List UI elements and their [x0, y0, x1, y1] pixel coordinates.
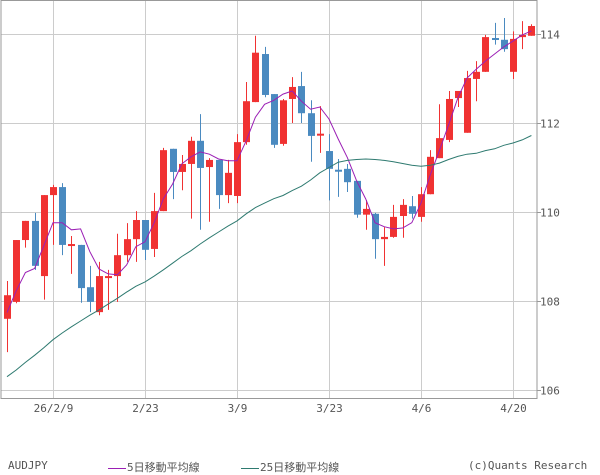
credit-label: (c)Quants Research: [468, 459, 588, 472]
candle-up: [206, 158, 213, 222]
candle-down: [344, 163, 351, 192]
candle-up: [124, 223, 131, 262]
candle-up: [482, 34, 489, 72]
candle-up: [400, 199, 407, 238]
candle-up: [4, 280, 11, 353]
candle-down: [32, 212, 39, 270]
x-tick-label: 3/23: [316, 402, 343, 415]
candle-down: [354, 180, 361, 218]
candle-up: [133, 211, 140, 262]
plot-border: [0, 0, 538, 399]
candle-up: [234, 134, 241, 204]
y-tick-label: 114: [540, 28, 560, 41]
y-tick-label: 108: [540, 295, 560, 308]
candle-up: [151, 192, 158, 257]
candle-down: [372, 212, 379, 259]
x-tick-label: 4/6: [411, 402, 432, 415]
ma-line: [6, 135, 532, 378]
candle-down: [308, 100, 315, 162]
candle-down: [409, 195, 416, 219]
y-tick-label: 112: [540, 117, 560, 130]
moving-average-lines: [6, 30, 532, 378]
x-tick-label: 2/23: [132, 402, 159, 415]
candle-up: [13, 240, 20, 304]
candle-up: [188, 136, 195, 219]
candle-up: [96, 261, 103, 316]
candle-up: [243, 82, 250, 145]
gridlines: [1, 0, 541, 398]
candles: [4, 17, 535, 353]
candle-down: [197, 114, 204, 230]
candle-up: [50, 184, 57, 245]
candle-up: [510, 31, 517, 79]
legend-25ma-label: 25日移動平均線: [260, 461, 340, 474]
candle-up: [225, 159, 232, 204]
candle-down: [335, 159, 342, 197]
candle-up: [252, 35, 259, 103]
candle-up: [160, 147, 167, 212]
symbol-label: AUDJPY: [8, 459, 48, 472]
candle-up: [41, 195, 48, 300]
candle-up: [22, 220, 29, 248]
candle-up: [363, 199, 370, 230]
candle-up: [528, 24, 535, 36]
legend-25ma-swatch: [241, 467, 259, 469]
candle-down: [78, 244, 85, 303]
candle-up: [114, 233, 121, 302]
legend-5ma-swatch: [108, 467, 126, 469]
candle-up: [280, 98, 287, 146]
candle-up: [455, 90, 462, 107]
candle-up: [446, 90, 453, 143]
x-tick-label: 4/20: [500, 402, 527, 415]
candle-down: [492, 22, 499, 45]
candle-down: [87, 265, 94, 313]
candle-up: [381, 227, 388, 266]
candle-up: [427, 150, 434, 195]
legend-5ma-label: 5日移動平均線: [127, 461, 200, 474]
candle-down: [170, 148, 177, 200]
candle-up: [105, 269, 112, 310]
candle-up: [418, 187, 425, 222]
legend-25ma: 25日移動平均線: [241, 459, 339, 475]
candle-up: [68, 236, 75, 274]
candle-down: [262, 46, 269, 98]
x-tick-label: 26/2/9: [33, 402, 74, 415]
y-tick-label: 110: [540, 206, 560, 219]
candle-up: [464, 70, 471, 133]
candle-down: [216, 159, 223, 209]
candle-up: [390, 204, 397, 238]
legend-5ma: 5日移動平均線: [108, 459, 200, 475]
candle-up: [289, 77, 296, 123]
x-tick-label: 3/9: [227, 402, 248, 415]
candle-down: [59, 183, 66, 256]
y-tick-label: 106: [540, 384, 560, 397]
candle-up: [473, 61, 480, 102]
candle-down: [298, 71, 305, 123]
candle-up: [179, 155, 186, 191]
candle-down: [271, 94, 278, 148]
ma-line: [6, 30, 532, 313]
candle-up: [317, 106, 324, 153]
